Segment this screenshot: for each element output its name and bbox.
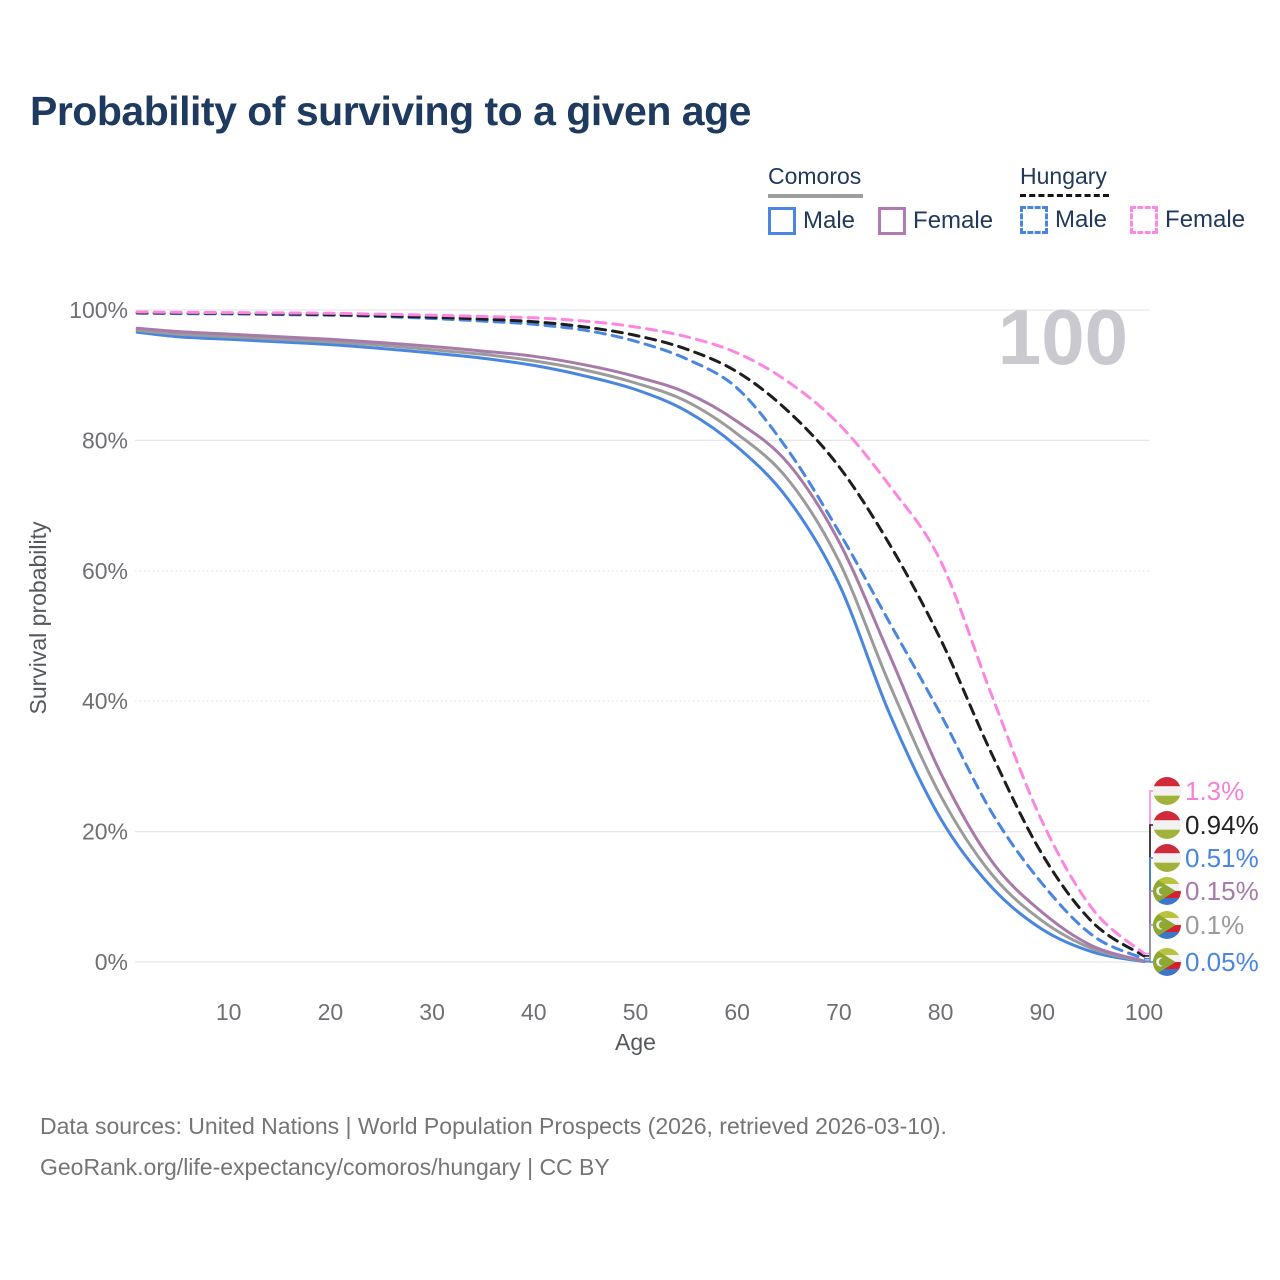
page-title: Probability of surviving to a given age bbox=[30, 88, 751, 134]
legend-item-label: Male bbox=[1055, 206, 1108, 233]
legend-item-comoros-male[interactable]: Male bbox=[768, 207, 855, 235]
x-tick-label: 50 bbox=[623, 999, 649, 1025]
legend-group-comoros: Comoros Male Female bbox=[768, 163, 993, 235]
hungary-female-swatch-icon bbox=[1130, 206, 1159, 234]
y-tick-label: 0% bbox=[95, 949, 128, 975]
x-tick-label: 10 bbox=[216, 999, 242, 1025]
x-tick-label: 80 bbox=[928, 999, 954, 1025]
legend-group-hungary: Hungary Male Female bbox=[1020, 163, 1245, 234]
hungary-male-swatch-icon bbox=[1020, 206, 1048, 234]
legend-item-label: Female bbox=[913, 207, 994, 234]
line-hungary-female[interactable] bbox=[135, 310, 1146, 955]
end-label-value: 1.3% bbox=[1185, 776, 1244, 806]
end-label-value: 0.1% bbox=[1185, 910, 1244, 940]
y-tick-label: 20% bbox=[82, 819, 128, 845]
y-tick-label: 40% bbox=[82, 688, 128, 714]
x-tick-label: 20 bbox=[318, 999, 344, 1025]
hungary-flag-icon bbox=[1153, 844, 1181, 872]
x-tick-label: 100 bbox=[1125, 999, 1163, 1025]
line-hungary-both[interactable] bbox=[135, 311, 1146, 958]
legend-item-comoros-female[interactable]: Female bbox=[878, 207, 993, 235]
hungary-flag-icon bbox=[1153, 777, 1181, 805]
footer: Data sources: United Nations | World Pop… bbox=[40, 1106, 947, 1188]
y-tick-label: 80% bbox=[82, 427, 128, 453]
x-tick-label: 30 bbox=[419, 999, 445, 1025]
footer-data-sources: Data sources: United Nations | World Pop… bbox=[40, 1113, 947, 1139]
legend-item-label: Female bbox=[1165, 206, 1246, 233]
end-label-value: 0.94% bbox=[1185, 810, 1259, 840]
x-tick-label: 90 bbox=[1030, 999, 1056, 1025]
y-tick-label: 100% bbox=[69, 297, 128, 323]
legend: Comoros Male Female Hungary Male Female bbox=[0, 163, 1280, 243]
legend-item-hungary-male[interactable]: Male bbox=[1020, 206, 1107, 234]
comoros-flag-icon bbox=[1153, 948, 1181, 976]
end-label-value: 0.15% bbox=[1185, 876, 1259, 906]
legend-item-label: Male bbox=[803, 207, 856, 234]
y-axis-title: Survival probability bbox=[25, 521, 51, 715]
x-axis-title: Age bbox=[615, 1029, 656, 1055]
x-tick-label: 60 bbox=[724, 999, 750, 1025]
y-tick-label: 60% bbox=[82, 558, 128, 584]
legend-group-title-comoros[interactable]: Comoros bbox=[768, 163, 864, 198]
comoros-male-swatch-icon bbox=[768, 207, 796, 235]
hungary-flag-icon bbox=[1153, 811, 1181, 839]
legend-item-hungary-female[interactable]: Female bbox=[1130, 206, 1245, 234]
line-comoros-female[interactable] bbox=[135, 326, 1146, 963]
end-label-value: 0.51% bbox=[1185, 843, 1259, 873]
legend-group-title-hungary[interactable]: Hungary bbox=[1020, 163, 1109, 197]
comoros-female-swatch-icon bbox=[878, 207, 907, 235]
comoros-flag-icon bbox=[1153, 911, 1181, 939]
end-label-value: 0.05% bbox=[1185, 947, 1259, 977]
x-tick-label: 70 bbox=[826, 999, 852, 1025]
line-comoros-male[interactable] bbox=[135, 330, 1146, 964]
line-comoros-both[interactable] bbox=[135, 328, 1146, 963]
comoros-flag-icon bbox=[1153, 877, 1181, 905]
x-tick-label: 40 bbox=[521, 999, 547, 1025]
footer-attribution: GeoRank.org/life-expectancy/comoros/hung… bbox=[40, 1154, 610, 1180]
